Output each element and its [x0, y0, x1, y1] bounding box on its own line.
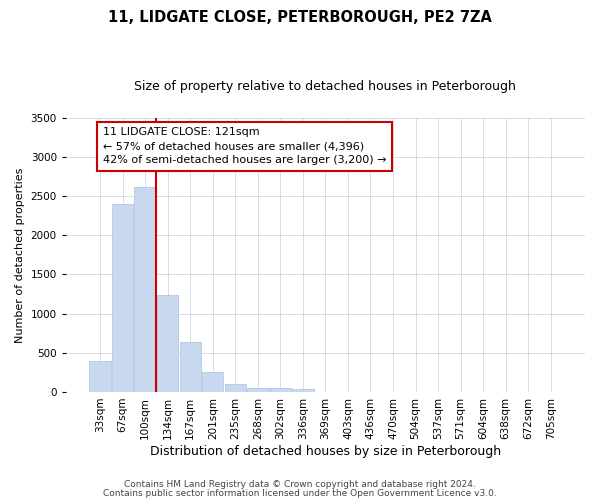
Text: Contains HM Land Registry data © Crown copyright and database right 2024.: Contains HM Land Registry data © Crown c… — [124, 480, 476, 489]
Text: 11, LIDGATE CLOSE, PETERBOROUGH, PE2 7ZA: 11, LIDGATE CLOSE, PETERBOROUGH, PE2 7ZA — [108, 10, 492, 25]
Text: Contains public sector information licensed under the Open Government Licence v3: Contains public sector information licen… — [103, 488, 497, 498]
Bar — [224, 384, 246, 392]
Title: Size of property relative to detached houses in Peterborough: Size of property relative to detached ho… — [134, 80, 517, 93]
Text: 11 LIDGATE CLOSE: 121sqm
← 57% of detached houses are smaller (4,396)
42% of sem: 11 LIDGATE CLOSE: 121sqm ← 57% of detach… — [103, 127, 386, 165]
Bar — [134, 188, 156, 392]
Bar — [89, 362, 111, 392]
Bar — [112, 204, 133, 392]
Bar — [247, 388, 269, 392]
X-axis label: Distribution of detached houses by size in Peterborough: Distribution of detached houses by size … — [150, 444, 501, 458]
Bar — [292, 389, 314, 392]
Y-axis label: Number of detached properties: Number of detached properties — [15, 167, 25, 342]
Bar — [179, 342, 201, 392]
Bar — [202, 372, 223, 392]
Bar — [269, 388, 291, 392]
Bar — [157, 295, 178, 392]
